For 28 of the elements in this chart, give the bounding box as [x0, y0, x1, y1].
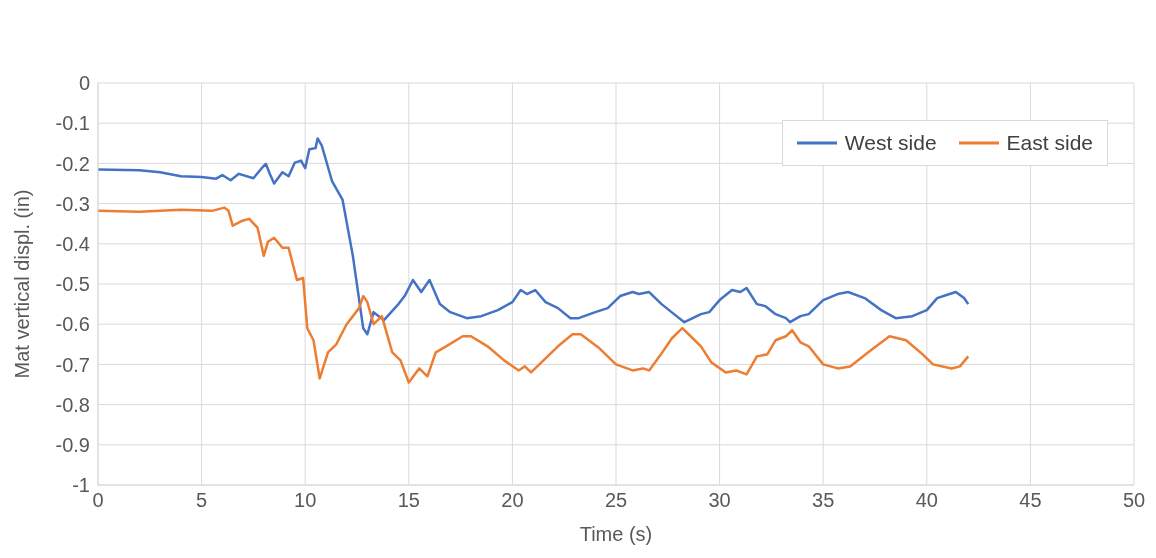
x-tick-label: 40 [915, 489, 938, 512]
y-tick-label: -0.5 [55, 273, 90, 296]
y-tick-label: -0.6 [55, 313, 90, 336]
x-tick-label: 50 [1122, 489, 1146, 512]
y-tick-label: -0.4 [55, 232, 90, 255]
y-tick-label: -0.9 [55, 433, 90, 456]
x-tick-label: 10 [294, 489, 317, 512]
x-tick-label: 25 [604, 489, 628, 512]
y-tick-label: -0.8 [55, 393, 90, 416]
line-series [98, 206, 970, 384]
y-tick-label: -1 [72, 474, 90, 497]
y-tick-label: -0.1 [55, 112, 90, 135]
x-tick-label: 20 [501, 489, 524, 512]
x-tick-label: 35 [812, 489, 835, 512]
y-tick-label: -0.2 [55, 152, 90, 175]
x-tick-label: 45 [1019, 489, 1042, 512]
y-tick-label: -0.3 [55, 192, 90, 215]
x-axis-title: Time (s) [579, 523, 653, 545]
x-tick-label: 0 [92, 489, 104, 512]
legend-label: West side [843, 131, 937, 155]
x-tick-label: 15 [397, 489, 420, 512]
x-tick-label: 5 [196, 489, 208, 512]
legend-label: East side [1005, 131, 1093, 155]
line-series [98, 137, 970, 336]
y-axis-title: Mat vertical displ. (in) [11, 189, 34, 379]
y-tick-label: 0 [78, 72, 90, 95]
y-tick-label: -0.7 [55, 353, 90, 376]
x-tick-label: 30 [708, 489, 731, 512]
